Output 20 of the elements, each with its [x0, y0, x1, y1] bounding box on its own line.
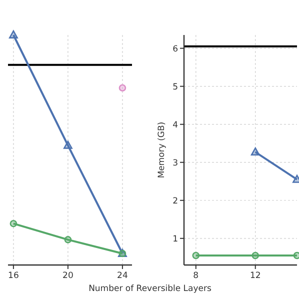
point [192, 252, 200, 260]
point [118, 84, 126, 92]
x-tick-label: 20 [62, 271, 74, 281]
y-tick-label: 2 [172, 196, 178, 206]
point [10, 220, 18, 228]
point [64, 140, 72, 149]
y-tick-label: 1 [172, 234, 178, 244]
x-tick-label: 24 [117, 271, 128, 281]
x-tick-label: 8 [193, 271, 199, 281]
y-tick-label: 3 [172, 158, 178, 168]
y-tick-label: 5 [172, 82, 178, 92]
x-tick-label: 16 [8, 271, 19, 281]
y-tick-label: 4 [172, 120, 178, 130]
point [64, 236, 72, 244]
point [9, 30, 18, 38]
y-tick-label: 6 [172, 44, 178, 54]
point [252, 252, 260, 260]
y-axis-title: Memory (GB) [157, 122, 167, 178]
x-axis-title: Number of Reversible Layers [88, 284, 212, 294]
x-tick-label: 12 [250, 271, 261, 281]
